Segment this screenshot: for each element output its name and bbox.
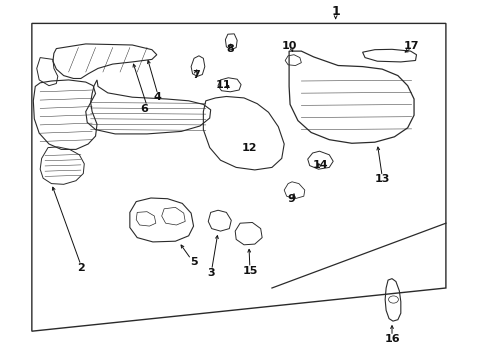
Text: 1: 1 (331, 5, 340, 18)
Text: 9: 9 (288, 194, 295, 204)
Text: 15: 15 (242, 266, 258, 276)
Text: 13: 13 (374, 174, 390, 184)
Text: 17: 17 (404, 41, 419, 51)
Text: 16: 16 (384, 334, 400, 344)
Text: 2: 2 (77, 263, 85, 273)
Text: 10: 10 (281, 41, 297, 51)
Text: 5: 5 (190, 257, 197, 267)
Text: 4: 4 (154, 92, 162, 102)
Text: 8: 8 (226, 44, 234, 54)
Text: 12: 12 (242, 143, 258, 153)
Text: 14: 14 (313, 160, 329, 170)
Text: 3: 3 (207, 267, 215, 278)
Text: 11: 11 (215, 80, 231, 90)
Text: 7: 7 (192, 70, 200, 80)
Text: 6: 6 (141, 104, 148, 114)
